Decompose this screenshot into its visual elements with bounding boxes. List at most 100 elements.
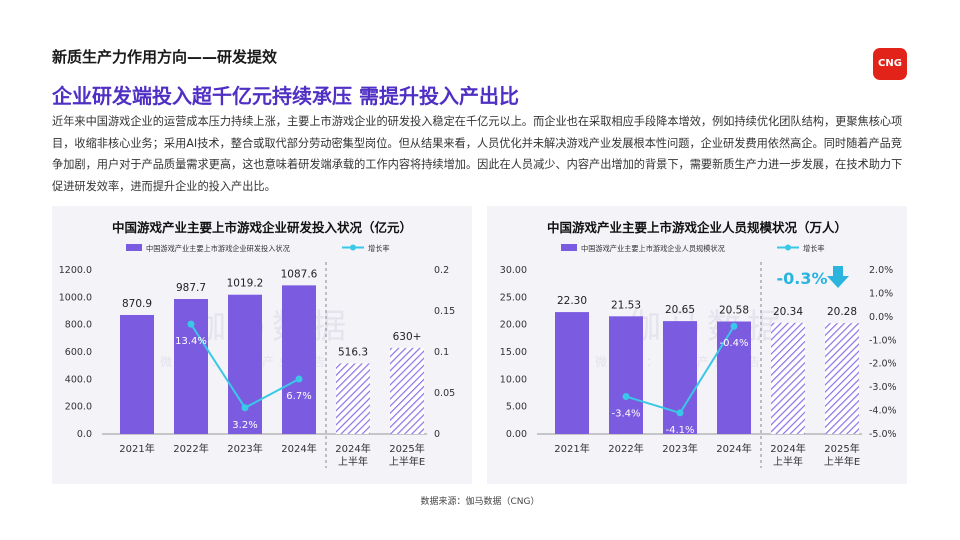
headline: 企业研发端投入超千亿元持续承压 需提升投入产出比 <box>52 84 519 108</box>
staff-size-chart: 中国游戏产业主要上市游戏企业人员规模状况（万人） 中国游戏产业主要上市游戏企业人员… <box>500 220 897 468</box>
y-tick-label: 600.0 <box>65 347 92 358</box>
x-tick-line: 2022年 <box>608 442 643 455</box>
chart-title: 中国游戏产业主要上市游戏企业人员规模状况（万人） <box>547 220 847 235</box>
legend-label-line: 增长率 <box>803 244 825 253</box>
x-tick-line: 2021年 <box>119 442 154 455</box>
bar <box>390 347 424 434</box>
growth-point <box>676 409 684 417</box>
y2-tick-label: -2.0% <box>869 359 897 370</box>
bar <box>120 314 154 434</box>
y-tick-label: 0.0 <box>77 429 92 440</box>
cng-logo: CNG <box>873 48 907 80</box>
legend-swatch-bar <box>126 244 142 251</box>
x-tick-label: 2025年上半年E <box>389 442 425 468</box>
x-tick-line: 2025年 <box>389 442 424 455</box>
bar <box>228 294 262 434</box>
legend-label-line: 增长率 <box>368 244 390 253</box>
y-tick-label: 25.00 <box>500 292 527 303</box>
x-tick-label: 2022年 <box>173 442 208 455</box>
chart-legend: 中国游戏产业主要上市游戏企业人员规模状况 增长率 <box>561 244 825 253</box>
growth-label: 3.2% <box>232 420 257 431</box>
data-source: 数据来源：伽马数据（CNG） <box>420 497 540 507</box>
growth-point <box>622 393 630 401</box>
x-tick-line: 2024年 <box>716 442 751 455</box>
y-tick-label: 5.00 <box>506 402 527 413</box>
x-tick-label: 2021年 <box>119 442 154 455</box>
y-tick-label: 10.00 <box>500 374 527 385</box>
y-tick-label: 800.0 <box>65 320 92 331</box>
bar <box>174 299 208 434</box>
y2-tick-label: 0.0% <box>869 312 893 323</box>
y-tick-label: 30.00 <box>500 265 527 276</box>
bar-value-label: 22.30 <box>557 295 587 307</box>
bar-value-label: 1019.2 <box>227 278 264 290</box>
y2-tick-label: 0.2 <box>434 265 449 276</box>
bar-value-label: 20.28 <box>827 306 857 318</box>
x-tick-line: 上半年E <box>824 455 860 468</box>
x-tick-line: 2022年 <box>173 442 208 455</box>
x-tick-line: 上半年E <box>389 455 425 468</box>
x-tick-line: 2025年 <box>824 442 859 455</box>
growth-point <box>295 375 303 383</box>
legend-swatch-bar <box>561 244 577 251</box>
growth-label: -4.1% <box>665 425 694 436</box>
watermark-main: 伽马数据 <box>627 307 787 347</box>
chart-title: 中国游戏产业主要上市游戏企业研发投入状况（亿元） <box>112 220 412 235</box>
x-tick-label: 2024年上半年 <box>770 442 805 468</box>
body-paragraph: 近年来中国游戏企业的运营成本压力持续上涨，主要上市游戏企业的研发投入稳定在千亿元… <box>52 115 903 193</box>
y-tick-label: 1200.0 <box>59 265 92 276</box>
bar <box>825 323 859 434</box>
bar-value-label: 21.53 <box>611 299 641 311</box>
rd-investment-chart: 中国游戏产业主要上市游戏企业研发投入状况（亿元） 中国游戏产业主要上市游戏企业研发… <box>59 220 455 468</box>
y2-tick-label: 0.1 <box>434 347 449 358</box>
growth-label: -0.4% <box>719 338 748 349</box>
x-tick-label: 2025年上半年E <box>824 442 860 468</box>
x-tick-line: 上半年 <box>338 455 368 468</box>
growth-label: -3.4% <box>611 409 640 420</box>
legend-marker-line <box>785 244 791 251</box>
x-tick-label: 2023年 <box>662 442 697 455</box>
x-tick-label: 2024年 <box>281 442 316 455</box>
bar <box>336 363 370 434</box>
y2-tick-label: 1.0% <box>869 288 893 299</box>
x-tick-label: 2022年 <box>608 442 643 455</box>
bar-value-label: 516.3 <box>338 346 368 358</box>
x-tick-line: 2021年 <box>554 442 589 455</box>
bar-value-label: 1087.6 <box>281 268 318 280</box>
bar-value-label: 20.65 <box>665 304 695 316</box>
x-tick-label: 2024年 <box>716 442 751 455</box>
y-tick-label: 20.00 <box>500 320 527 331</box>
annotation-label: -0.3% <box>776 269 827 288</box>
growth-label: 13.4% <box>175 336 207 347</box>
growth-point <box>730 322 738 330</box>
bar <box>555 312 589 434</box>
y2-tick-label: 2.0% <box>869 265 893 276</box>
watermark-main: 伽马数据 <box>192 307 352 347</box>
bar-value-label: 630+ <box>393 331 422 343</box>
chart-legend: 中国游戏产业主要上市游戏企业研发投入状况 增长率 <box>126 244 390 253</box>
bar-value-label: 20.58 <box>719 304 749 316</box>
section-title: 新质生产力作用方向——研发提效 <box>52 48 278 66</box>
bar <box>771 322 805 434</box>
y2-tick-label: -1.0% <box>869 335 897 346</box>
growth-label: 6.7% <box>286 391 311 402</box>
y2-tick-label: -5.0% <box>869 429 897 440</box>
growth-point <box>187 320 195 328</box>
y-tick-label: 1000.0 <box>59 292 92 303</box>
legend-marker-line <box>350 244 356 251</box>
y2-tick-label: 0 <box>434 429 440 440</box>
y-tick-label: 15.00 <box>500 347 527 358</box>
rd-investment-chart-panel: 中国游戏产业主要上市游戏企业研发投入状况（亿元） 中国游戏产业主要上市游戏企业研发… <box>52 206 472 484</box>
y-tick-label: 400.0 <box>65 374 92 385</box>
bar <box>717 321 751 434</box>
x-tick-label: 2023年 <box>227 442 262 455</box>
x-tick-line: 2024年 <box>281 442 316 455</box>
y2-tick-label: -4.0% <box>869 406 897 417</box>
bar-value-label: 987.7 <box>176 282 206 294</box>
x-tick-line: 2023年 <box>227 442 262 455</box>
bar-value-label: 870.9 <box>122 298 152 310</box>
x-tick-label: 2021年 <box>554 442 589 455</box>
y-tick-label: 200.0 <box>65 402 92 413</box>
legend-label-bar: 中国游戏产业主要上市游戏企业研发投入状况 <box>146 244 290 253</box>
bar-value-label: 20.34 <box>773 306 803 318</box>
